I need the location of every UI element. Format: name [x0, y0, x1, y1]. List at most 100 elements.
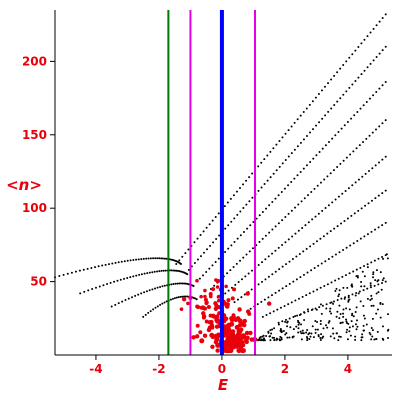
- data-point-red: [245, 335, 250, 340]
- data-point: [330, 78, 333, 81]
- data-point: [269, 339, 272, 342]
- data-point: [70, 271, 73, 274]
- data-point: [299, 330, 302, 333]
- data-point: [179, 282, 182, 285]
- data-point: [345, 320, 348, 323]
- data-point: [292, 280, 295, 283]
- data-point: [261, 335, 264, 338]
- data-point: [248, 200, 251, 203]
- data-point: [308, 131, 311, 134]
- data-point: [278, 268, 281, 271]
- data-point: [321, 304, 324, 307]
- data-point: [258, 338, 261, 341]
- data-point: [187, 268, 190, 271]
- data-point: [369, 62, 372, 65]
- data-point: [325, 307, 328, 310]
- data-point: [184, 295, 187, 298]
- data-point: [330, 312, 333, 315]
- data-point: [135, 274, 138, 277]
- data-point: [174, 282, 177, 285]
- data-point: [374, 279, 377, 282]
- data-point: [333, 74, 336, 77]
- data-point: [306, 329, 309, 332]
- data-point: [349, 153, 352, 156]
- data-point: [323, 178, 326, 181]
- data-point-red: [214, 278, 218, 282]
- data-point-red: [181, 297, 187, 302]
- data-point: [137, 293, 140, 296]
- data-point: [297, 321, 300, 324]
- data-point-red: [230, 341, 236, 346]
- data-point: [355, 275, 358, 278]
- data-point-red: [210, 334, 215, 339]
- data-point: [368, 97, 371, 100]
- data-point: [296, 145, 299, 148]
- data-point: [336, 225, 339, 228]
- data-point: [162, 269, 165, 272]
- data-point: [314, 328, 317, 331]
- data-point: [251, 269, 254, 272]
- data-point: [298, 297, 300, 300]
- data-point: [343, 297, 346, 300]
- data-point: [274, 291, 277, 294]
- data-point-red: [244, 339, 249, 345]
- data-point: [267, 255, 270, 258]
- data-point: [369, 333, 372, 336]
- data-point: [364, 204, 367, 207]
- data-point: [267, 275, 270, 278]
- data-point: [319, 319, 322, 322]
- data-point: [345, 318, 348, 321]
- data-point: [381, 279, 384, 282]
- data-point: [379, 271, 382, 274]
- data-point: [342, 64, 345, 67]
- data-point: [312, 336, 315, 339]
- data-point: [293, 148, 296, 151]
- data-point: [356, 239, 359, 242]
- data-point: [297, 203, 300, 206]
- data-point: [347, 294, 350, 297]
- data-point: [339, 322, 342, 325]
- data-point: [361, 333, 364, 336]
- data-point: [372, 27, 375, 30]
- data-point-red: [228, 334, 233, 339]
- data-point: [202, 274, 205, 277]
- data-point: [292, 335, 295, 338]
- data-point: [351, 184, 354, 187]
- y-tick-label: 150: [22, 128, 47, 142]
- data-point: [323, 85, 326, 88]
- data-point: [314, 319, 317, 322]
- data-point: [176, 282, 179, 285]
- data-point: [272, 172, 275, 175]
- data-point-red: [211, 287, 216, 292]
- data-point: [257, 263, 260, 266]
- data-point-red: [237, 322, 243, 328]
- data-point: [284, 158, 287, 161]
- data-point: [377, 291, 380, 294]
- data-point: [377, 226, 380, 229]
- data-point: [227, 247, 230, 250]
- data-point: [95, 286, 97, 289]
- data-point: [325, 303, 328, 306]
- y-tick-label: 50: [30, 275, 47, 289]
- data-point: [322, 327, 325, 330]
- data-point: [278, 289, 281, 292]
- data-point: [330, 301, 333, 304]
- data-point: [104, 263, 107, 266]
- data-point: [337, 295, 340, 298]
- data-point-red: [233, 335, 239, 340]
- data-point: [230, 220, 233, 223]
- data-point: [366, 263, 369, 266]
- data-point: [370, 304, 373, 307]
- data-point: [317, 264, 320, 267]
- data-point: [181, 255, 184, 258]
- data-point: [373, 338, 376, 341]
- data-point: [339, 335, 342, 338]
- data-point: [312, 128, 315, 131]
- data-point: [306, 337, 309, 340]
- data-point: [339, 97, 342, 100]
- data-point: [132, 275, 135, 278]
- data-point: [82, 268, 85, 271]
- data-point: [362, 104, 365, 107]
- data-point: [151, 288, 154, 291]
- data-point: [363, 317, 366, 320]
